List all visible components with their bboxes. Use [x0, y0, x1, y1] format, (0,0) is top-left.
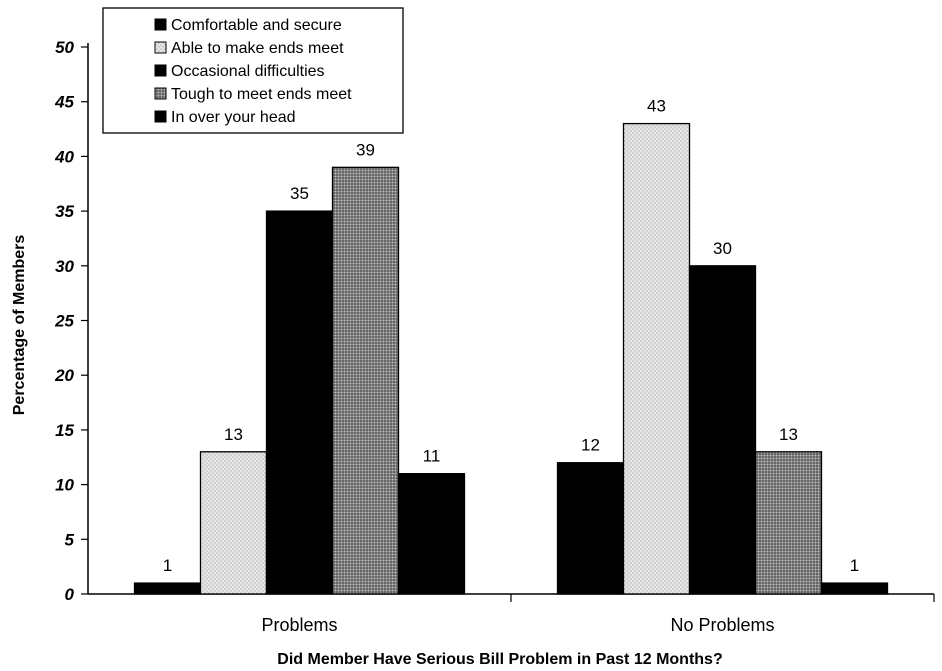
y-tick-label: 5 [65, 530, 75, 549]
legend-item: Occasional difficulties [171, 63, 325, 80]
bar [622, 122, 691, 595]
legend-item: Tough to meet ends meet [171, 86, 352, 103]
data-label: 11 [423, 447, 441, 466]
y-tick-label: 25 [54, 312, 74, 331]
data-label: 30 [713, 239, 732, 258]
legend: Comfortable and secure Able to make ends … [102, 7, 404, 134]
data-labels: 1 13 35 39 11 12 43 30 13 1 [163, 97, 859, 575]
y-tick-label: 30 [55, 257, 74, 276]
data-label: 13 [779, 425, 798, 444]
y-tick-label: 0 [65, 585, 75, 604]
y-tick-label: 40 [54, 147, 74, 166]
bar [688, 265, 757, 595]
x-tick-label: Problems [261, 615, 337, 635]
data-label: 1 [850, 556, 859, 575]
bars [133, 122, 889, 595]
bar [556, 462, 625, 595]
legend-swatch [154, 41, 167, 54]
y-tick-label: 35 [55, 202, 74, 221]
y-tick-label: 50 [55, 38, 74, 57]
legend-item: Comfortable and secure [171, 17, 342, 34]
y-tick-label: 45 [54, 93, 74, 112]
y-tick-label: 10 [55, 476, 74, 495]
bar [331, 166, 400, 595]
bar [820, 582, 889, 595]
legend-swatch [154, 110, 167, 123]
legend-swatch [154, 87, 167, 100]
legend-box [102, 7, 404, 134]
y-axis-title: Percentage of Members [11, 235, 28, 416]
legend-swatch [154, 64, 167, 77]
legend-swatch [154, 18, 167, 31]
data-label: 35 [290, 184, 309, 203]
data-label: 1 [163, 556, 172, 575]
data-label: 43 [647, 97, 666, 116]
bar [754, 451, 823, 595]
y-tick-label: 15 [55, 421, 74, 440]
y-tick-label: 20 [54, 366, 74, 385]
bar [133, 582, 202, 595]
legend-item: In over your head [171, 109, 296, 126]
bar [397, 473, 466, 595]
x-axis-title: Did Member Have Serious Bill Problem in … [277, 651, 722, 668]
data-label: 12 [581, 436, 600, 455]
bar [265, 210, 334, 595]
bar [199, 451, 268, 595]
data-label: 13 [224, 425, 243, 444]
legend-item: Able to make ends meet [171, 40, 344, 57]
x-tick-label: No Problems [670, 615, 774, 635]
data-label: 39 [356, 140, 375, 159]
